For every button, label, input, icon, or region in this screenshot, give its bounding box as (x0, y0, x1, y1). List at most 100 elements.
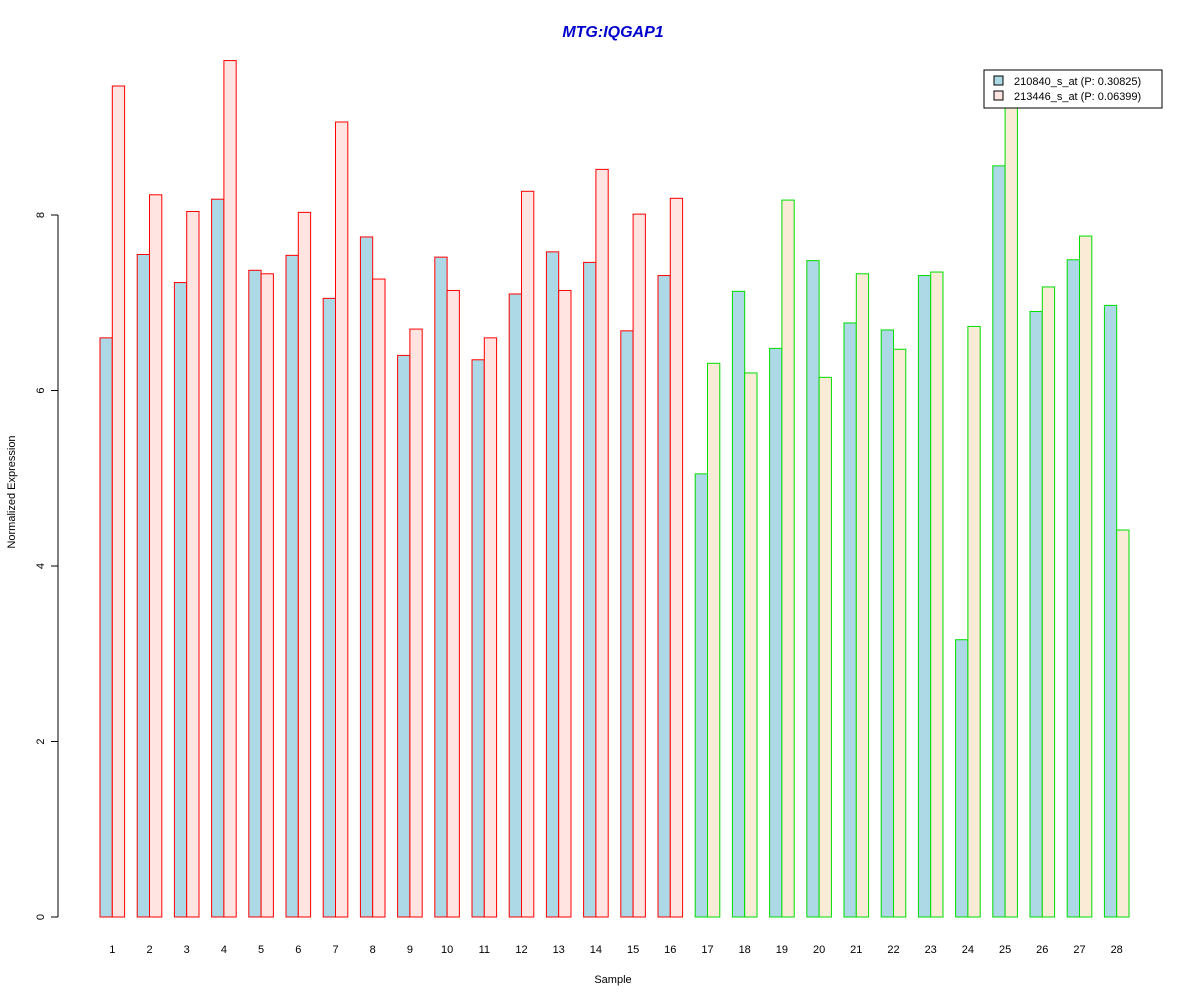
bar-213446-sample-20 (818, 376, 832, 918)
legend-label-series-1: 210840_s_at (P: 0.30825) (1014, 76, 1141, 88)
bar-210840-sample-7 (322, 297, 337, 918)
bar-210840-sample-18 (731, 290, 746, 918)
bar-213446-sample-7 (335, 121, 349, 918)
x-tick-label: 13 (553, 944, 565, 956)
bar-210840-sample-12 (508, 293, 523, 918)
x-tick-label: 1 (109, 944, 115, 956)
bar-210840-sample-21 (843, 322, 857, 918)
x-tick-label: 21 (850, 944, 862, 956)
bar-210840-sample-8 (359, 236, 374, 918)
x-tick-labels: 1 2 3 4 5 6 7 8 9 10 11 12 13 14 15 16 17 18 19 20 21 22 23 24 2… (109, 944, 1123, 956)
bar-210840-sample-28 (1103, 304, 1118, 918)
x-tick-label: 16 (664, 944, 676, 956)
x-tick-label: 12 (515, 944, 527, 956)
bar-210840-sample-25 (992, 165, 1006, 918)
bar-210840-sample-16 (657, 275, 671, 918)
y-tick-label: 8 (35, 212, 47, 218)
legend-box (983, 69, 1163, 109)
x-tick-label: 10 (441, 944, 453, 956)
bar-210840-sample-4 (211, 198, 225, 918)
bar-213446-sample-23 (930, 271, 944, 918)
x-tick-label: 28 (1111, 944, 1123, 956)
bar-210840-sample-10 (434, 256, 448, 918)
x-tick-label: 17 (701, 944, 713, 956)
x-axis-label: Sample (594, 974, 631, 986)
bar-210840-sample-13 (545, 251, 560, 918)
bar-213446-sample-17 (707, 362, 721, 918)
bar-213446-sample-2 (149, 194, 163, 918)
bar-210840-sample-6 (285, 254, 299, 918)
bar-213446-sample-25 (1004, 91, 1018, 918)
x-tick-label: 4 (221, 944, 227, 956)
bar-213446-sample-22 (893, 348, 907, 918)
bar-213446-sample-27 (1079, 235, 1093, 918)
bar-213446-sample-19 (781, 199, 795, 918)
legend-swatch-series-1 (993, 75, 1004, 86)
bars-group (99, 60, 1130, 918)
bar-213446-sample-4 (223, 60, 237, 918)
bar-213446-sample-5 (260, 273, 274, 918)
x-tick-label: 20 (813, 944, 825, 956)
bar-210840-sample-19 (769, 347, 783, 918)
bar-210840-sample-5 (248, 269, 262, 918)
x-tick-label: 25 (999, 944, 1011, 956)
y-tick-label: 2 (35, 738, 47, 744)
x-tick-label: 9 (407, 944, 413, 956)
bar-210840-sample-15 (620, 330, 634, 918)
bar-210840-sample-26 (1029, 311, 1043, 918)
x-tick-label: 26 (1036, 944, 1048, 956)
x-tick-label: 5 (258, 944, 264, 956)
bar-213446-sample-11 (483, 337, 498, 918)
y-axis: 0 2 4 6 8 (35, 212, 59, 920)
x-tick-label: 22 (887, 944, 899, 956)
bar-210840-sample-3 (173, 282, 188, 918)
bar-213446-sample-12 (521, 190, 535, 918)
x-tick-label: 27 (1073, 944, 1085, 956)
y-axis-label: Normalized Expression (6, 435, 18, 548)
bar-213446-sample-28 (1116, 529, 1130, 918)
bar-210840-sample-9 (397, 354, 411, 918)
bar-210840-sample-17 (694, 473, 709, 918)
bar-210840-sample-20 (806, 260, 820, 918)
bar-213446-sample-21 (855, 273, 870, 918)
bar-213446-sample-10 (446, 289, 460, 918)
bar-210840-sample-14 (583, 261, 597, 918)
bar-213446-sample-16 (669, 197, 684, 918)
bar-210840-sample-1 (99, 337, 113, 918)
bar-213446-sample-8 (372, 278, 386, 918)
bar-210840-sample-11 (471, 359, 485, 918)
x-tick-label: 3 (184, 944, 190, 956)
x-tick-label: 2 (146, 944, 152, 956)
y-tick-label: 6 (35, 387, 47, 393)
legend-swatch-series-2 (993, 90, 1004, 101)
bar-213446-sample-3 (186, 210, 200, 918)
chart-title: MTG:IQGAP1 (562, 24, 663, 41)
bar-213446-sample-1 (111, 85, 126, 918)
x-tick-label: 23 (925, 944, 937, 956)
bar-213446-sample-14 (595, 168, 609, 918)
bar-210840-sample-27 (1066, 259, 1080, 918)
legend-label-series-2: 213446_s_at (P: 0.06399) (1014, 91, 1141, 103)
bar-210840-sample-22 (880, 329, 895, 918)
x-tick-label: 11 (479, 944, 490, 956)
y-tick-label: 0 (35, 914, 47, 920)
x-tick-label: 7 (332, 944, 338, 956)
x-tick-label: 19 (776, 944, 788, 956)
x-tick-label: 24 (962, 944, 974, 956)
bar-210840-sample-2 (136, 253, 150, 918)
x-tick-label: 14 (590, 944, 602, 956)
bar-213446-sample-13 (558, 289, 572, 918)
x-tick-label: 8 (370, 944, 376, 956)
legend: 210840_s_at (P: 0.30825) 213446_s_at (P:… (983, 69, 1163, 109)
x-tick-label: 6 (295, 944, 301, 956)
x-tick-label: 15 (627, 944, 639, 956)
bar-210840-sample-24 (955, 639, 969, 918)
bar-213446-sample-15 (632, 213, 646, 918)
bar-213446-sample-18 (744, 372, 758, 918)
y-tick-label: 4 (35, 563, 47, 569)
bar-213446-sample-26 (1041, 286, 1056, 918)
bar-210840-sample-23 (917, 275, 932, 918)
bar-213446-sample-9 (409, 328, 423, 918)
x-tick-label: 18 (739, 944, 751, 956)
